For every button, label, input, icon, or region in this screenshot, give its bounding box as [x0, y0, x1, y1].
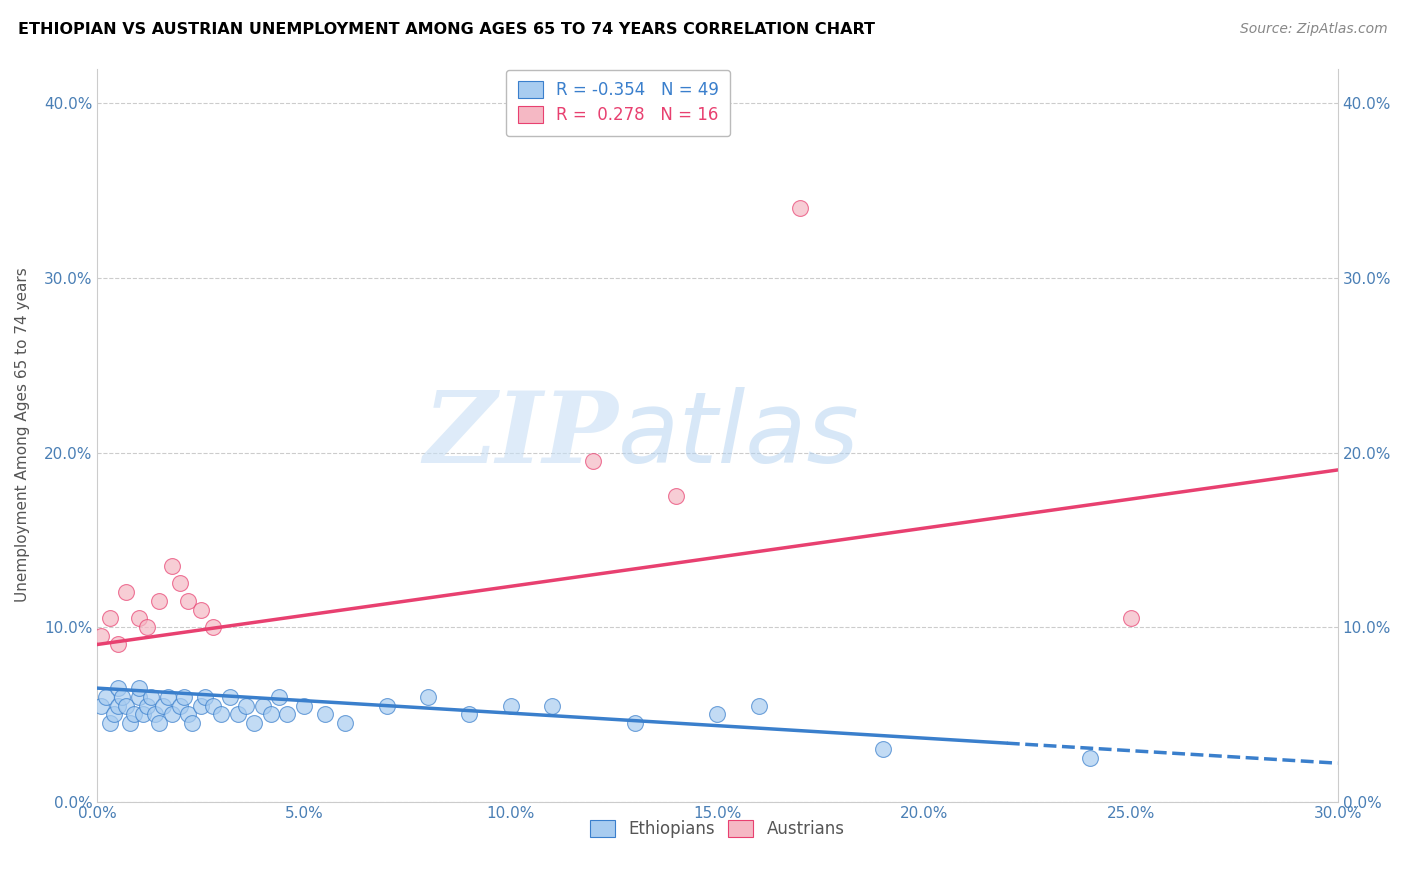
- Point: [194, 690, 217, 704]
- Y-axis label: Unemployment Among Ages 65 to 74 years: Unemployment Among Ages 65 to 74 years: [15, 268, 30, 602]
- Text: atlas: atlas: [619, 386, 860, 483]
- Point: [181, 716, 204, 731]
- Point: [135, 620, 157, 634]
- Point: [177, 594, 200, 608]
- Point: [190, 698, 212, 713]
- Point: [148, 716, 170, 731]
- Point: [124, 707, 146, 722]
- Point: [260, 707, 283, 722]
- Point: [128, 681, 150, 695]
- Point: [190, 602, 212, 616]
- Point: [541, 698, 564, 713]
- Text: ETHIOPIAN VS AUSTRIAN UNEMPLOYMENT AMONG AGES 65 TO 74 YEARS CORRELATION CHART: ETHIOPIAN VS AUSTRIAN UNEMPLOYMENT AMONG…: [18, 22, 876, 37]
- Point: [375, 698, 398, 713]
- Point: [94, 690, 117, 704]
- Point: [132, 707, 155, 722]
- Point: [665, 489, 688, 503]
- Point: [173, 690, 195, 704]
- Point: [276, 707, 298, 722]
- Point: [111, 690, 134, 704]
- Point: [458, 707, 481, 722]
- Point: [152, 698, 174, 713]
- Point: [872, 742, 894, 756]
- Legend: Ethiopians, Austrians: Ethiopians, Austrians: [583, 813, 852, 845]
- Point: [128, 690, 150, 704]
- Point: [252, 698, 274, 713]
- Point: [156, 690, 179, 704]
- Point: [292, 698, 315, 713]
- Text: Source: ZipAtlas.com: Source: ZipAtlas.com: [1240, 22, 1388, 37]
- Point: [623, 716, 645, 731]
- Point: [143, 707, 166, 722]
- Point: [107, 638, 129, 652]
- Point: [160, 707, 183, 722]
- Point: [128, 611, 150, 625]
- Point: [243, 716, 266, 731]
- Point: [226, 707, 249, 722]
- Point: [335, 716, 357, 731]
- Point: [202, 698, 225, 713]
- Point: [107, 681, 129, 695]
- Point: [115, 698, 138, 713]
- Point: [748, 698, 770, 713]
- Point: [90, 698, 112, 713]
- Point: [269, 690, 291, 704]
- Point: [169, 698, 191, 713]
- Point: [582, 454, 605, 468]
- Point: [416, 690, 439, 704]
- Point: [706, 707, 728, 722]
- Point: [1078, 751, 1101, 765]
- Point: [139, 690, 162, 704]
- Point: [115, 585, 138, 599]
- Point: [499, 698, 522, 713]
- Point: [148, 594, 170, 608]
- Point: [209, 707, 232, 722]
- Point: [98, 611, 121, 625]
- Point: [135, 698, 157, 713]
- Point: [789, 201, 811, 215]
- Point: [120, 716, 142, 731]
- Point: [103, 707, 125, 722]
- Text: ZIP: ZIP: [423, 387, 619, 483]
- Point: [98, 716, 121, 731]
- Point: [90, 629, 112, 643]
- Point: [218, 690, 240, 704]
- Point: [1119, 611, 1142, 625]
- Point: [177, 707, 200, 722]
- Point: [160, 558, 183, 573]
- Point: [235, 698, 257, 713]
- Point: [169, 576, 191, 591]
- Point: [202, 620, 225, 634]
- Point: [107, 698, 129, 713]
- Point: [314, 707, 336, 722]
